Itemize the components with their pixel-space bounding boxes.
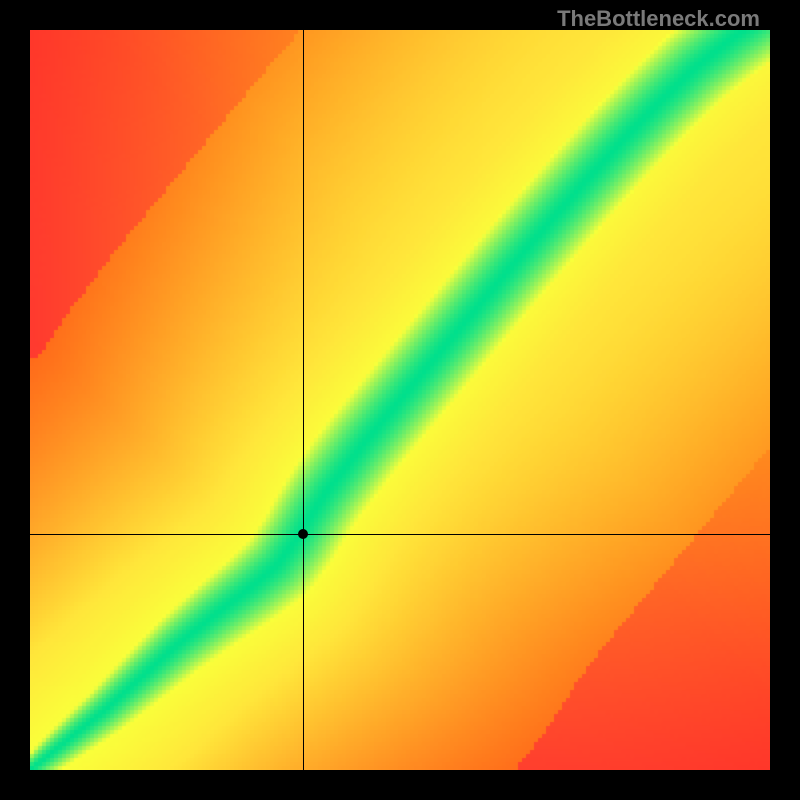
- plot-area: [30, 30, 770, 770]
- heatmap-canvas: [30, 30, 770, 770]
- watermark-text: TheBottleneck.com: [557, 6, 760, 32]
- chart-container: TheBottleneck.com: [0, 0, 800, 800]
- crosshair-horizontal: [30, 534, 770, 535]
- crosshair-vertical: [303, 30, 304, 770]
- marker-dot: [298, 529, 308, 539]
